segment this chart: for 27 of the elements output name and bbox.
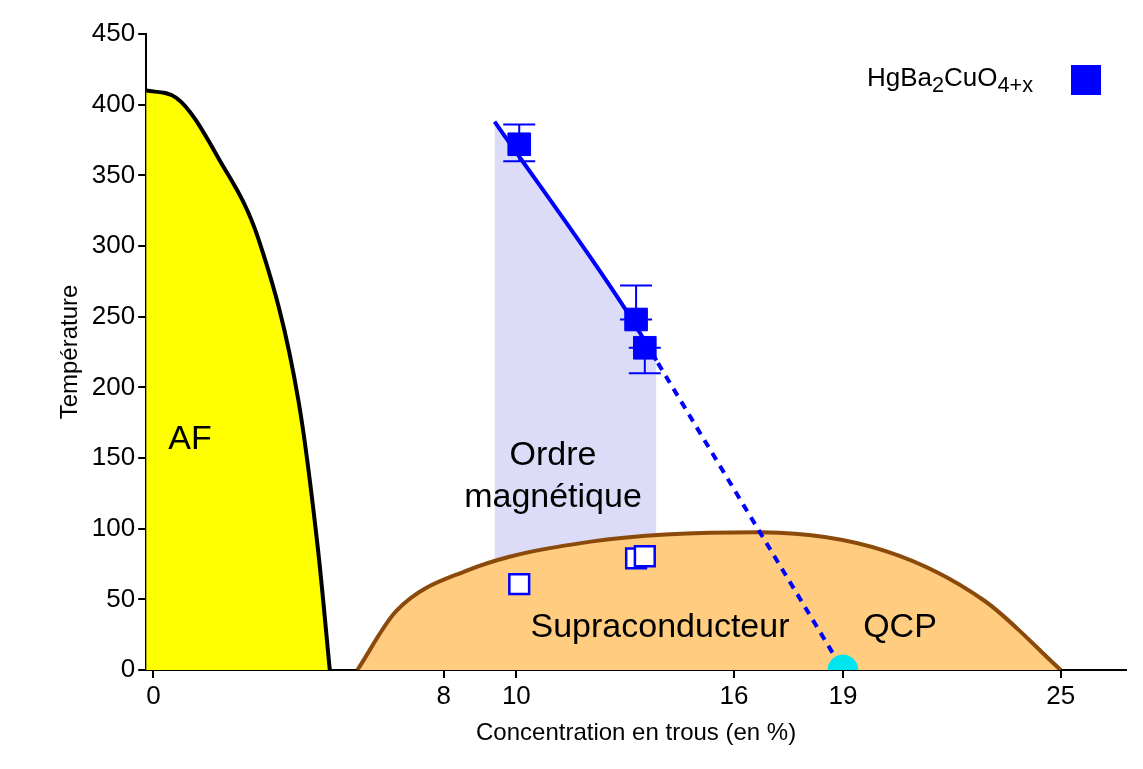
point [508,573,531,596]
y-tick-label: 100 [91,511,136,542]
annotation: QCP [863,606,937,645]
point [633,545,656,568]
x-tick-label: 19 [828,679,858,710]
y-tick-label: 250 [91,299,136,330]
y-tick-label: 200 [91,370,136,401]
x-axis-title: Concentration en trous (en %) [476,718,797,746]
annotation: Supraconducteur [530,606,790,645]
legend-label: HgBa$_{2}$CuO$_{4+x}$ [866,62,1033,99]
x-tick-label: 8 [436,679,451,710]
y-tick-label: 0 [120,653,136,684]
y-axis-title: Température [55,284,83,420]
y-tick-label: 450 [91,17,136,48]
point [632,335,657,360]
x-tick-label: 0 [146,679,161,710]
point [507,132,532,157]
x-tick-label: 16 [719,679,749,710]
y-tick-label: 50 [106,582,136,613]
annotation: AF [168,418,212,457]
x-tick-label: 25 [1046,679,1076,710]
y-tick-label: 300 [91,229,136,260]
y-tick-label: 150 [91,441,136,472]
y-tick-label: 350 [91,158,136,189]
y-tick-label: 400 [91,87,136,118]
x-tick-label: 10 [501,679,531,710]
annotation: Ordre magnétique [464,434,642,515]
